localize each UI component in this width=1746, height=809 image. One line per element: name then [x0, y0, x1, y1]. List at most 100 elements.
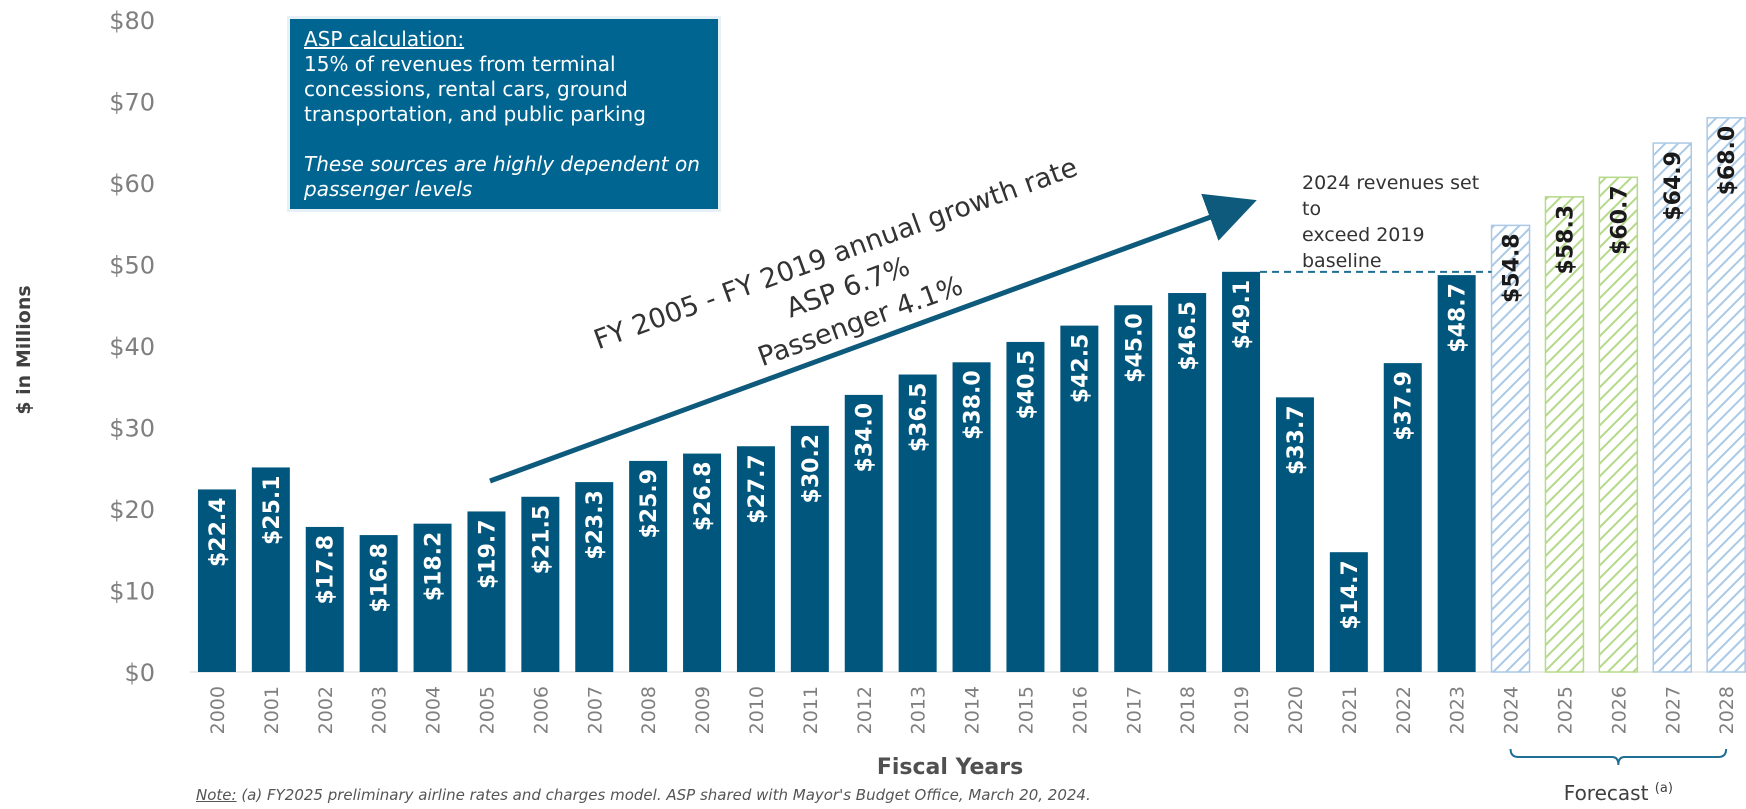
bar-value-label: $33.7: [1284, 405, 1309, 475]
x-axis: 2000 2001 2002 2003 2004 2005 2006 2007 2008 2009…: [190, 671, 1746, 734]
bar: [1329, 552, 1368, 672]
x-tick-label: 2008: [638, 686, 660, 734]
forecast-label-text: Forecast: [1564, 781, 1649, 805]
bar: [1275, 397, 1314, 672]
x-tick-label: 2009: [692, 686, 714, 734]
bar-value-label: $22.4: [206, 497, 231, 567]
y-axis-label: $ in Millions: [13, 285, 35, 414]
bars: [197, 117, 1746, 673]
growth-arrow: [489, 193, 1257, 484]
bar: [736, 446, 775, 672]
y-tick-label: $0: [124, 659, 155, 687]
bar-value-label: $27.7: [745, 454, 770, 524]
bar: [251, 467, 290, 672]
bar-value-label: $30.2: [799, 434, 824, 504]
bar: [413, 523, 452, 672]
bar: [359, 535, 398, 672]
bar-value-label: $60.7: [1607, 185, 1632, 255]
x-tick-label: 2022: [1393, 686, 1415, 734]
x-tick-label: 2007: [584, 686, 606, 734]
bar: [467, 511, 506, 672]
bar: [952, 362, 991, 672]
footnote-text: (a) FY2025 preliminary airline rates and…: [236, 786, 1091, 804]
y-tick-label: $50: [109, 252, 155, 280]
x-tick-label: 2005: [476, 686, 498, 734]
footnote-prefix: Note:: [196, 786, 237, 804]
bar-value-label: $17.8: [314, 535, 339, 605]
x-tick-label: 2000: [207, 686, 229, 734]
bar-value-label: $36.5: [907, 383, 932, 453]
y-tick-label: $20: [109, 496, 155, 524]
bar-value-label: $38.0: [961, 370, 986, 440]
asp-calculation-callout: ASP calculation: 15% of revenues from te…: [287, 16, 721, 212]
x-tick-label: 2012: [854, 686, 876, 734]
y-tick-label: $60: [109, 170, 155, 198]
x-tick-label: 2019: [1231, 686, 1253, 734]
forecast-superscript: (a): [1655, 781, 1673, 796]
x-tick-label: 2006: [530, 686, 552, 734]
bar-value-label: $26.8: [691, 462, 716, 532]
revenue-note-line3: baseline: [1302, 250, 1382, 272]
bar-value-label: $40.5: [1014, 350, 1039, 420]
x-tick-label: 2016: [1069, 686, 1091, 734]
y-tick-label: $30: [109, 415, 155, 443]
bar: [1437, 275, 1476, 672]
x-tick-label: 2003: [369, 686, 391, 734]
bar: [790, 425, 829, 672]
bar: [305, 526, 344, 672]
callout-italic-note: These sources are highly dependent on pa…: [304, 152, 700, 201]
bar: [1598, 176, 1639, 673]
revenue-note-line1: 2024 revenues set to: [1302, 172, 1480, 220]
bar: [844, 394, 883, 672]
bar: [575, 482, 614, 672]
bar: [683, 453, 722, 672]
bar: [1060, 325, 1099, 672]
x-tick-label: 2028: [1716, 686, 1738, 734]
x-tick-label: 2017: [1123, 686, 1145, 734]
bar: [898, 374, 937, 672]
x-tick-label: 2001: [261, 686, 283, 734]
bar-value-label: $18.2: [422, 532, 447, 602]
bar: [1490, 224, 1531, 673]
x-tick-label: 2027: [1662, 686, 1684, 734]
bar: [1706, 117, 1746, 673]
bar-value-label: $58.3: [1553, 205, 1578, 275]
x-tick-label: 2020: [1285, 686, 1307, 734]
x-tick-label: 2011: [800, 686, 822, 734]
callout-body: 15% of revenues from terminal concession…: [304, 52, 646, 126]
x-tick-label: 2015: [1015, 686, 1037, 734]
x-tick-label: 2010: [746, 686, 768, 734]
x-tick-label: 2023: [1447, 686, 1469, 734]
bar-value-label: $54.8: [1500, 233, 1525, 303]
x-tick-label: 2018: [1177, 686, 1199, 734]
x-tick-label: 2021: [1339, 686, 1361, 734]
bar: [629, 460, 668, 672]
bar-value-label: $23.3: [583, 490, 608, 560]
x-tick-label: 2026: [1608, 686, 1630, 734]
y-tick-label: $10: [109, 578, 155, 606]
bar: [1544, 196, 1585, 673]
bar-value-label: $48.7: [1446, 283, 1471, 353]
x-tick-label: 2014: [962, 686, 984, 734]
y-tick-label: $80: [109, 7, 155, 35]
forecast-label: Forecast (a): [1564, 781, 1673, 805]
x-tick-label: 2024: [1501, 686, 1523, 734]
bar: [1652, 142, 1692, 673]
y-tick-label: $70: [109, 89, 155, 117]
bar-value-label: $49.1: [1230, 280, 1255, 350]
revenue-note-line2: exceed 2019: [1302, 224, 1425, 246]
revenue-baseline-note: 2024 revenues set to exceed 2019 baselin…: [1302, 170, 1502, 274]
bar-value-label: $34.0: [853, 403, 878, 473]
bar-value-label: $25.1: [260, 475, 285, 545]
bar-value-label: $21.5: [529, 505, 554, 575]
bar-labels: $22.4 $25.1 $17.8 $16.8 $18.2 $19.7 $21.5 $23.3…: [206, 126, 1740, 630]
bar-value-label: $16.8: [368, 543, 393, 613]
bar: [521, 496, 560, 672]
x-tick-label: 2004: [423, 686, 445, 734]
y-axis: $0 $10 $20 $30 $40 $50 $60 $70 $80: [109, 7, 155, 687]
callout-title: ASP calculation:: [304, 27, 465, 51]
bar-value-label: $25.9: [637, 469, 662, 539]
bar-value-label: $37.9: [1392, 371, 1417, 441]
bar-value-label: $68.0: [1715, 126, 1740, 196]
